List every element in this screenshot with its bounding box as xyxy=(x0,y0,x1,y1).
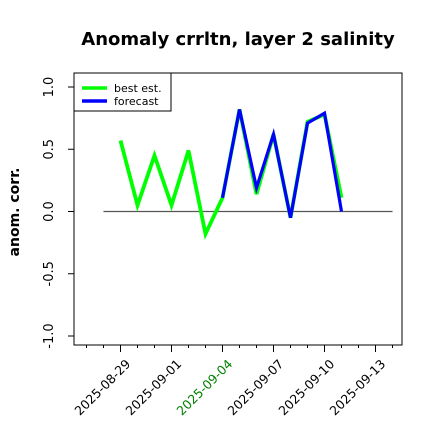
series-line-best-est xyxy=(118,109,344,240)
y-tick-label: 0.5 xyxy=(42,139,57,160)
legend-label-forecast: forecast xyxy=(114,95,159,108)
legend-box xyxy=(73,72,172,112)
y-tick-label: 0.0 xyxy=(42,201,57,222)
plot-frame xyxy=(73,72,403,346)
x-axis: 2025-08-292025-09-012025-09-042025-09-07… xyxy=(71,345,393,418)
y-axis-label: anom. corr. xyxy=(7,168,23,257)
legend: best est. forecast xyxy=(73,72,172,112)
y-tick-label: 1.0 xyxy=(42,77,57,98)
chart-title: Anomaly crrltn, layer 2 salinity xyxy=(81,29,395,50)
y-tick-label: -0.5 xyxy=(42,261,57,286)
series-layer xyxy=(118,109,344,240)
y-tick-label: -1.0 xyxy=(42,323,57,348)
series-line-forecast xyxy=(220,109,344,219)
y-axis: -1.0 -0.5 0.0 0.5 1.0 xyxy=(42,77,74,349)
legend-label-best-est: best est. xyxy=(114,82,162,95)
